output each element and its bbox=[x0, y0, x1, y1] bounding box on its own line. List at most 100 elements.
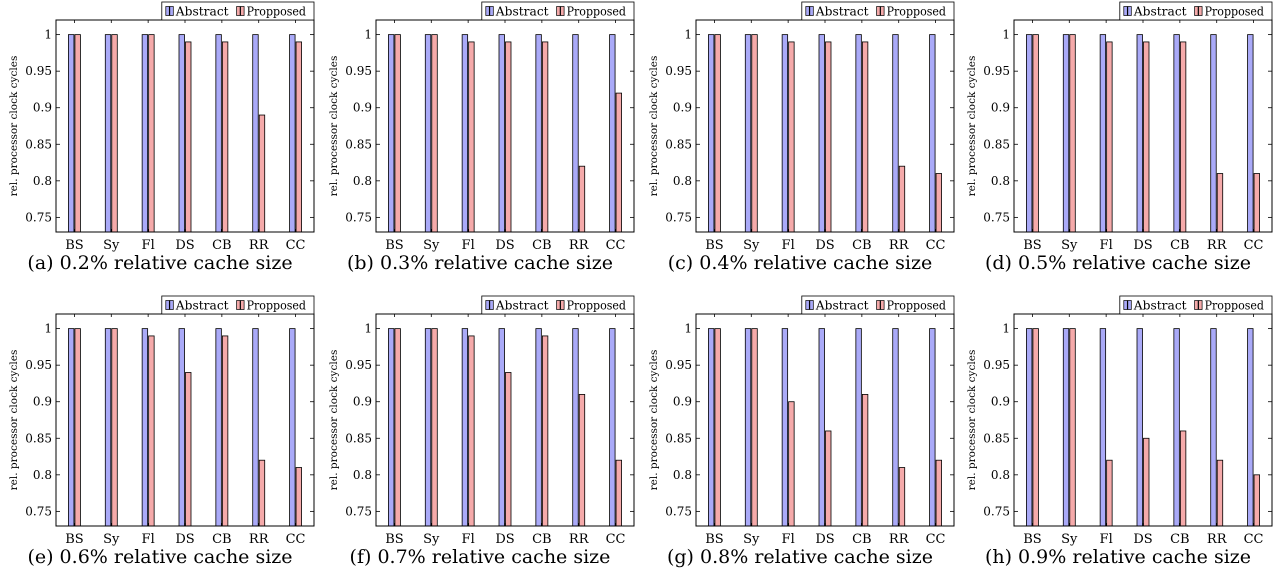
axis-frame bbox=[695, 19, 955, 233]
bar-abstract-ds bbox=[818, 34, 825, 233]
bar-abstract-cb bbox=[215, 328, 222, 527]
legend-swatch-propposed bbox=[240, 300, 245, 310]
axis-frame bbox=[55, 313, 315, 527]
x-tick-label: CB bbox=[532, 238, 552, 253]
bar-propposed-rr bbox=[258, 459, 266, 527]
subfigure-caption: (a) 0.2% relative cache size bbox=[27, 252, 293, 274]
bar-propposed-cb bbox=[541, 335, 549, 527]
legend-swatch-abstract bbox=[1127, 300, 1132, 310]
legend-label: Abstract bbox=[815, 4, 869, 19]
bar-abstract-cc bbox=[1247, 328, 1254, 527]
bar-abstract-sy bbox=[744, 34, 752, 233]
bar-propposed-cc bbox=[295, 41, 302, 233]
legend-swatch-abstract bbox=[485, 6, 490, 16]
subfigure-caption: (g) 0.8% relative cache size bbox=[666, 546, 933, 568]
y-tick-label: 0.85 bbox=[25, 431, 52, 445]
bar-abstract-ds bbox=[178, 328, 185, 527]
y-tick-label: 0.8 bbox=[353, 174, 372, 188]
x-tick-label: BS bbox=[65, 238, 83, 253]
bar-abstract-cc bbox=[1247, 34, 1254, 233]
y-tick-label: 0.95 bbox=[983, 64, 1010, 78]
bar-chart: BS Sy Fl DS CB RR CC 0.75 0.8 0.85 0.9 0.95 1 rel. pr… bbox=[328, 295, 635, 547]
subfigure-caption: (d) 0.5% relative cache size bbox=[984, 252, 1251, 274]
y-tick-label: 1 bbox=[44, 28, 52, 42]
x-tick-label: CB bbox=[1170, 238, 1190, 253]
y-tick-label: 1 bbox=[1002, 28, 1010, 42]
x-tick-label: CB bbox=[852, 532, 872, 547]
legend-swatch-abstract bbox=[1123, 6, 1128, 16]
legend-label: Abstract bbox=[1133, 298, 1187, 313]
bar-abstract-rr bbox=[892, 328, 899, 527]
bar-propposed-bs bbox=[714, 34, 721, 233]
bar-propposed-bs bbox=[1032, 34, 1039, 233]
bar-abstract-bs bbox=[1026, 34, 1033, 233]
y-tick-label: 0.8 bbox=[673, 174, 692, 188]
bar-abstract-fl bbox=[141, 328, 149, 527]
bar-propposed-rr bbox=[1216, 459, 1224, 527]
y-axis-label: rel. processor clock cycles bbox=[966, 56, 978, 197]
x-tick-label: RR bbox=[1207, 532, 1228, 547]
bar-abstract-rr bbox=[892, 34, 899, 233]
legend-swatch-propposed bbox=[1194, 6, 1199, 16]
y-tick-label: 0.95 bbox=[665, 358, 692, 372]
y-axis-label: rel. processor clock cycles bbox=[8, 56, 20, 197]
bar-chart: BS Sy Fl DS CB RR CC 0.75 0.8 0.85 0.9 0.95 1 rel. pr… bbox=[966, 295, 1273, 547]
bar-propposed-fl bbox=[468, 41, 475, 233]
bar-abstract-ds bbox=[818, 328, 825, 527]
bar-abstract-fl bbox=[461, 328, 469, 527]
legend-label: Propposed bbox=[247, 4, 306, 19]
y-tick-label: 0.8 bbox=[353, 468, 372, 482]
bar-propposed-ds bbox=[185, 41, 192, 233]
bar-propposed-cc bbox=[1253, 474, 1260, 527]
y-tick-label: 0.85 bbox=[25, 137, 52, 151]
bar-propposed-ds bbox=[1143, 437, 1150, 527]
bar-abstract-cb bbox=[855, 34, 862, 233]
chart-panel: BS Sy Fl DS CB RR CC 0.75 0.8 0.85 0.9 0.95 1 rel. pr… bbox=[640, 294, 960, 586]
legend-swatch-propposed bbox=[556, 6, 561, 16]
bar-abstract-rr bbox=[252, 34, 259, 233]
bar-propposed-fl bbox=[148, 34, 155, 233]
bar-propposed-bs bbox=[714, 328, 721, 527]
legend-swatch-propposed bbox=[880, 6, 885, 16]
bar-abstract-sy bbox=[1062, 34, 1070, 233]
x-tick-label: RR bbox=[889, 238, 910, 253]
y-axis-label: rel. processor clock cycles bbox=[966, 350, 978, 491]
y-tick-label: 0.9 bbox=[673, 101, 692, 115]
chart-panel: BS Sy Fl DS CB RR CC 0.75 0.8 0.85 0.9 0.95 1 rel. pr… bbox=[640, 0, 960, 292]
x-tick-label: CB bbox=[212, 238, 232, 253]
x-tick-label: CB bbox=[532, 532, 552, 547]
y-tick-label: 0.75 bbox=[665, 504, 692, 518]
legend-swatch-propposed bbox=[556, 300, 561, 310]
bar-propposed-cc bbox=[935, 173, 942, 233]
legend: Abstract Propposed bbox=[1119, 295, 1273, 315]
y-tick-label: 0.85 bbox=[983, 137, 1010, 151]
chart-panel: BS Sy Fl DS CB RR CC 0.75 0.8 0.85 0.9 0.95 1 rel. pr… bbox=[0, 0, 320, 292]
x-tick-label: Sy bbox=[743, 532, 760, 547]
y-tick-label: 0.9 bbox=[991, 395, 1010, 409]
x-tick-label: Fl bbox=[1100, 238, 1113, 253]
x-tick-label: CC bbox=[926, 238, 946, 253]
bar-propposed-fl bbox=[148, 335, 155, 527]
x-tick-label: RR bbox=[249, 238, 270, 253]
bar-abstract-bs bbox=[68, 34, 75, 233]
bar-propposed-fl bbox=[468, 335, 475, 527]
x-tick-label: CC bbox=[286, 238, 306, 253]
bar-abstract-cb bbox=[1173, 34, 1180, 233]
legend-swatch-propposed bbox=[880, 300, 885, 310]
legend-swatch-propposed bbox=[1194, 300, 1199, 310]
bar-abstract-ds bbox=[498, 34, 505, 233]
legend-swatch-abstract bbox=[489, 6, 494, 16]
bar-abstract-rr bbox=[1210, 328, 1217, 527]
bar-propposed-cb bbox=[541, 41, 549, 233]
y-axis-label: rel. processor clock cycles bbox=[328, 350, 340, 491]
y-tick-label: 1 bbox=[1002, 322, 1010, 336]
x-tick-label: CC bbox=[606, 238, 626, 253]
bar-propposed-cb bbox=[861, 41, 869, 233]
legend-label: Propposed bbox=[247, 298, 306, 313]
subfigure-caption: (c) 0.4% relative cache size bbox=[667, 252, 933, 274]
legend-label: Propposed bbox=[887, 298, 946, 313]
bar-abstract-cc bbox=[929, 328, 936, 527]
bar-propposed-ds bbox=[505, 372, 512, 527]
y-axis-label: rel. processor clock cycles bbox=[8, 350, 20, 491]
x-tick-label: DS bbox=[815, 238, 834, 253]
